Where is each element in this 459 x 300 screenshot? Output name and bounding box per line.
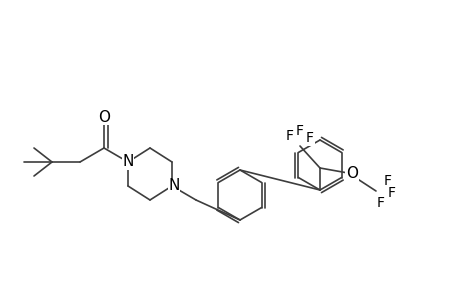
Text: F: F (376, 196, 384, 210)
Text: F: F (295, 124, 303, 138)
Text: N: N (168, 178, 179, 194)
Text: F: F (387, 186, 395, 200)
Text: N: N (122, 154, 134, 169)
Text: F: F (285, 129, 293, 143)
Text: F: F (383, 174, 391, 188)
Text: F: F (305, 131, 313, 145)
Text: O: O (345, 166, 357, 181)
Text: O: O (98, 110, 110, 124)
